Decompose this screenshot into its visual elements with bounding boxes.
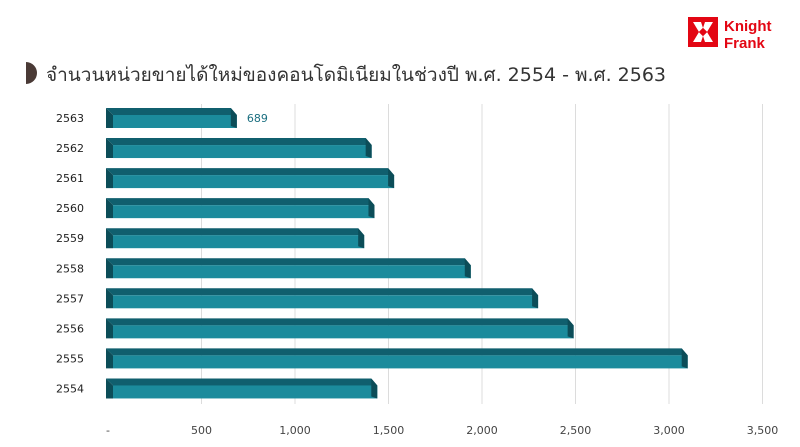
x-tick-label: 500 [191,424,212,437]
category-label: 2554 [56,382,84,395]
bar [106,228,365,249]
category-label: 2561 [56,172,84,185]
bar [106,198,375,219]
category-label: 2559 [56,232,84,245]
knight-frank-logo: Knight Frank [688,17,788,57]
category-labels: 2563 2562 2561 2560 2559 2558 2557 2556 2555 2554 [56,112,84,395]
x-tick-label: 2,500 [560,424,592,437]
logo-line-1: Knight [724,18,772,35]
bar [106,168,395,189]
x-tick-label: - [106,424,110,437]
x-tick-label: 3,000 [653,424,685,437]
bars [106,108,688,399]
x-tick-label: 3,500 [747,424,779,437]
category-label: 2563 [56,112,84,125]
bar [106,258,471,279]
title-marker [26,62,37,84]
category-label: 2562 [56,142,84,155]
x-axis-tick-labels: - 500 1,000 1,500 2,000 2,500 3,000 3,500 [106,424,778,437]
category-label: 2556 [56,322,84,335]
logo-text: Knight Frank [724,18,771,52]
logo-line-2: Frank [724,35,765,52]
chart-title: จำนวนหน่วยขายได้ใหม่ของคอนโดมิเนียมในช่ว… [46,64,667,86]
bar [106,348,688,369]
x-tick-label: 1,000 [279,424,311,437]
bar [106,138,372,159]
category-label: 2558 [56,262,84,275]
x-tick-label: 2,000 [466,424,498,437]
category-label: 2560 [56,202,84,215]
x-tick-label: 1,500 [373,424,405,437]
bar [106,288,539,309]
data-labels: 689 [247,112,268,125]
data-label: 689 [247,112,268,125]
bar [106,378,378,399]
logo-mark-icon [688,17,718,47]
category-label: 2555 [56,352,84,365]
category-label: 2557 [56,292,84,305]
bar [106,318,574,339]
bar [106,108,237,128]
